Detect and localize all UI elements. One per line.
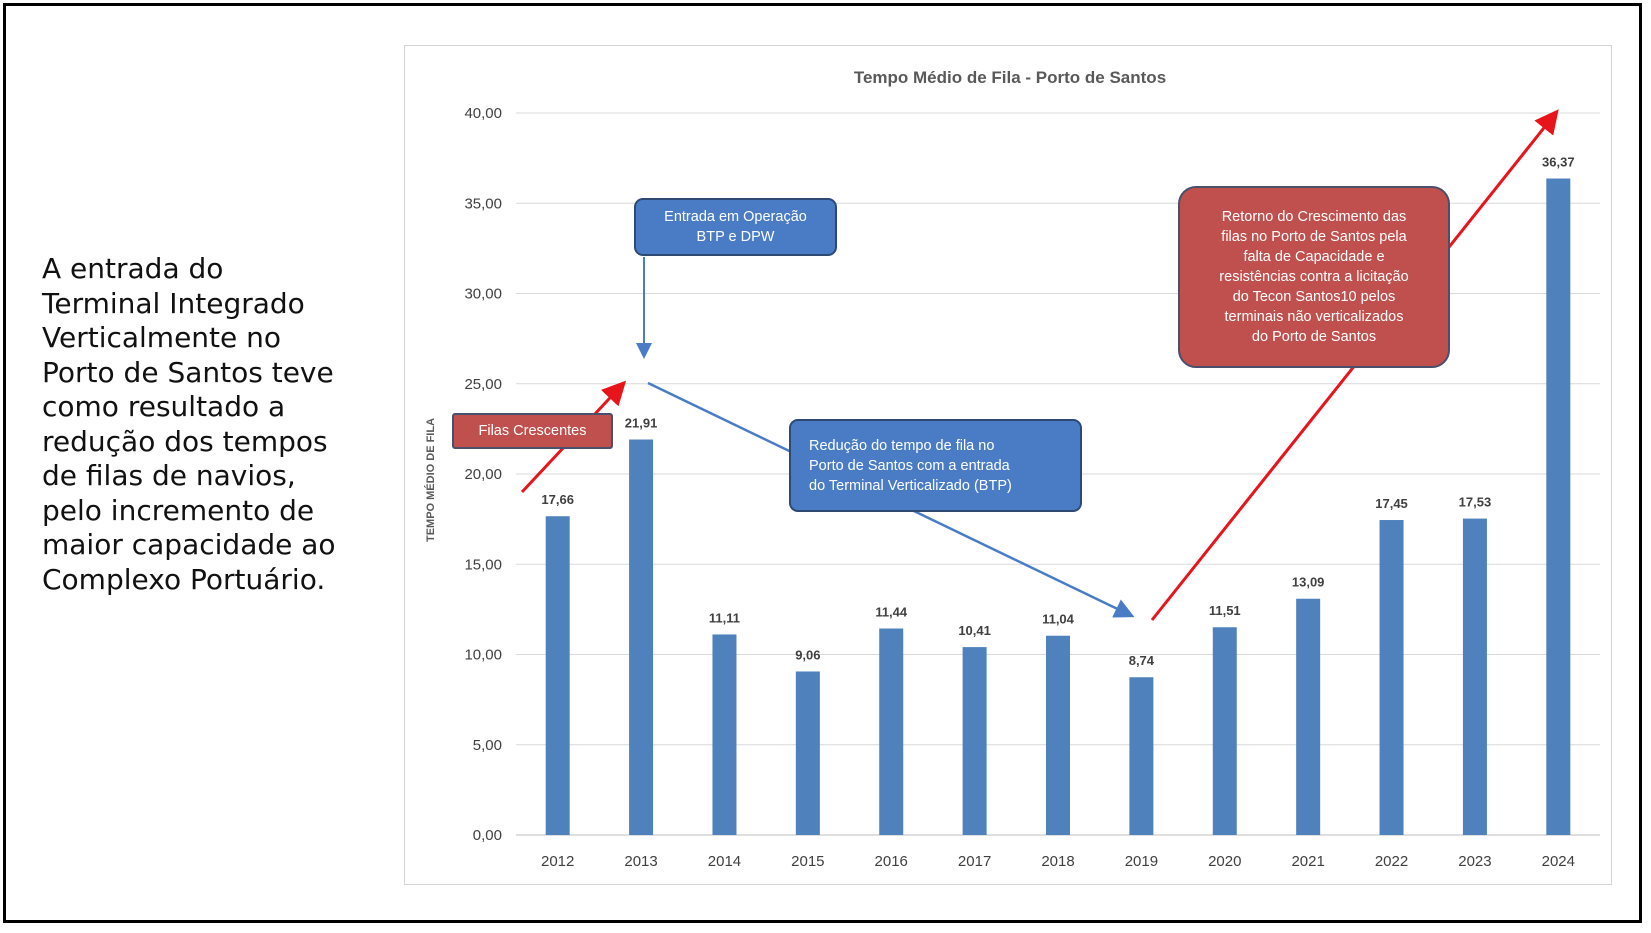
- x-tick-label: 2015: [791, 853, 824, 870]
- bar: [1462, 518, 1487, 835]
- y-tick-label: 35,00: [464, 195, 502, 212]
- bar: [1546, 178, 1571, 836]
- callout-line: do Tecon Santos10 pelos: [1232, 289, 1396, 305]
- bar: [879, 628, 904, 835]
- chart-title: Tempo Médio de Fila - Porto de Santos: [854, 68, 1166, 87]
- x-tick-label: 2020: [1208, 853, 1241, 870]
- body-line: A entrada do: [42, 252, 224, 285]
- bar: [712, 634, 737, 835]
- x-tick-label: 2024: [1542, 853, 1575, 870]
- x-tick-label: 2021: [1291, 853, 1324, 870]
- callout-line: resistências contra a licitação: [1219, 269, 1409, 285]
- data-label: 11,51: [1209, 603, 1241, 618]
- callout-retorno-crescimento: Retorno do Crescimento das filas no Port…: [1178, 186, 1450, 368]
- bar: [1212, 627, 1237, 835]
- body-line: pelo incremento de: [42, 493, 315, 527]
- y-tick-label: 10,00: [464, 647, 502, 664]
- bar: [962, 647, 987, 835]
- y-tick-label: 5,00: [473, 737, 502, 754]
- body-line: de filas de navios,: [42, 459, 296, 492]
- body-line: Complexo Portuário.: [42, 562, 326, 596]
- y-tick-label: 20,00: [464, 466, 502, 483]
- callout-reducao-fila: Redução do tempo de fila no Porto de San…: [789, 419, 1082, 512]
- data-label: 11,44: [875, 605, 908, 620]
- data-label: 21,91: [625, 416, 658, 431]
- callout-line: Retorno do Crescimento das: [1221, 209, 1407, 225]
- data-label: 17,53: [1459, 495, 1492, 510]
- callout-filas-crescentes: Filas Crescentes: [452, 413, 613, 449]
- slide-body-text: A entrada do Terminal Integrado Vertical…: [42, 252, 387, 597]
- callout-line: Porto de Santos com a entrada: [809, 457, 1010, 474]
- bar: [629, 439, 654, 835]
- bar: [795, 671, 820, 835]
- data-label: 10,41: [958, 623, 991, 638]
- y-tick-label: 25,00: [464, 376, 502, 393]
- body-line: Terminal Integrado: [42, 286, 305, 320]
- callout-line: do Terminal Verticalizado (BTP): [809, 477, 1012, 494]
- x-tick-label: 2017: [958, 853, 991, 870]
- x-tick-label: 2016: [875, 853, 908, 870]
- callout-line: Redução do tempo de fila no: [809, 437, 995, 454]
- data-label: 36,37: [1542, 155, 1575, 170]
- x-tick-label: 2018: [1041, 853, 1074, 870]
- data-label: 17,45: [1375, 496, 1408, 511]
- data-label: 17,66: [541, 492, 574, 507]
- callout-line: terminais não verticalizados: [1224, 309, 1404, 325]
- y-tick-label: 40,00: [464, 105, 502, 122]
- y-tick-label: 15,00: [464, 556, 502, 573]
- data-label: 13,09: [1292, 575, 1325, 590]
- callout-line: Filas Crescentes: [478, 423, 587, 439]
- data-label: 11,11: [709, 610, 740, 625]
- body-line: redução dos tempos: [42, 424, 328, 458]
- bar: [545, 516, 570, 835]
- callout-line: filas no Porto de Santos pela: [1221, 229, 1407, 245]
- bar: [1379, 520, 1404, 835]
- body-line: Porto de Santos teve: [42, 355, 334, 389]
- callout-line: do Porto de Santos: [1251, 329, 1377, 345]
- data-label: 9,06: [795, 647, 820, 662]
- callout-line: falta de Capacidade e: [1243, 249, 1385, 265]
- body-line: como resultado a: [42, 390, 286, 423]
- bar: [1296, 598, 1321, 835]
- x-tick-label: 2012: [541, 853, 574, 870]
- callout-line: Entrada em Operação: [664, 209, 807, 225]
- x-tick-label: 2019: [1125, 853, 1158, 870]
- bar: [1046, 635, 1070, 835]
- y-tick-label: 0,00: [473, 827, 502, 844]
- body-line: Verticalmente no: [42, 321, 282, 354]
- body-line: maior capacidade ao: [42, 528, 336, 561]
- data-label: 11,04: [1042, 612, 1075, 627]
- bar: [1129, 677, 1154, 835]
- y-axis-title: TEMPO MÉDIO DE FILA: [424, 418, 437, 542]
- x-tick-label: 2014: [708, 853, 741, 870]
- callout-line: BTP e DPW: [696, 229, 775, 245]
- data-label: 8,74: [1129, 653, 1155, 668]
- slide-frame: [3, 3, 1642, 923]
- callout-entrada-operacao: Entrada em Operação BTP e DPW: [634, 198, 837, 256]
- x-tick-label: 2022: [1375, 853, 1408, 870]
- x-tick-label: 2023: [1458, 853, 1491, 870]
- x-tick-label: 2013: [624, 853, 657, 870]
- y-tick-label: 30,00: [464, 286, 502, 303]
